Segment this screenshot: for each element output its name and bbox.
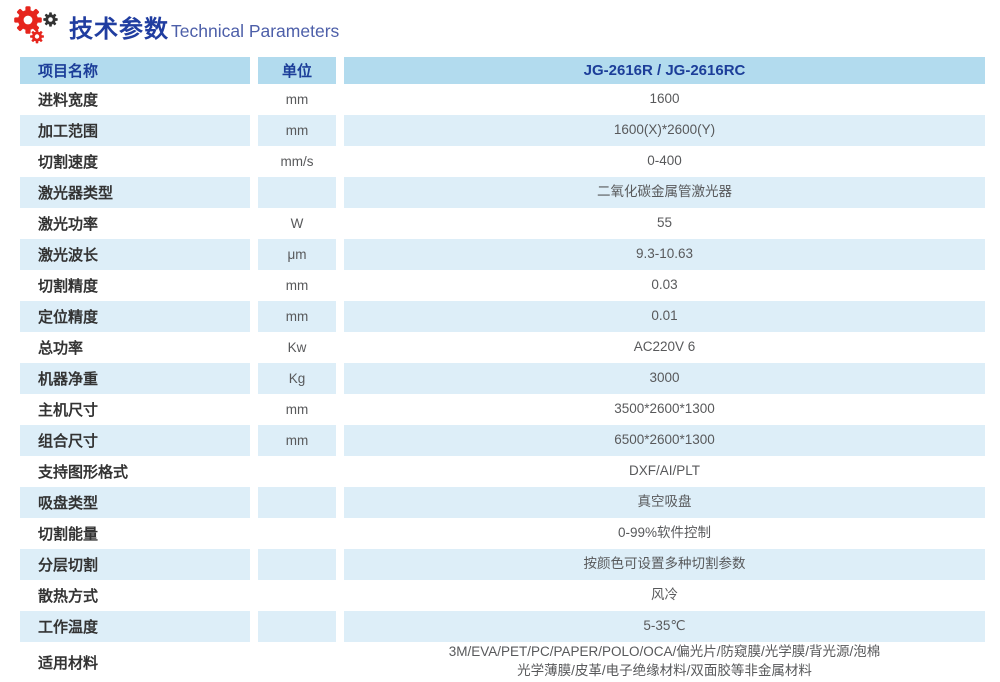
param-unit: Kg	[258, 363, 336, 394]
table-row: 散热方式 风冷	[20, 580, 985, 611]
table-row: 机器净重 Kg 3000	[20, 363, 985, 394]
page-title-chinese: 技术参数	[69, 16, 169, 43]
page-title: 技术参数 Technical Parameters	[69, 9, 339, 44]
page-title-english: Technical Parameters	[171, 21, 340, 41]
param-name: 进料宽度	[38, 92, 99, 109]
param-value: 0.01	[344, 301, 985, 332]
table-row: 主机尺寸 mm 3500*2600*1300	[20, 394, 985, 425]
param-value: 3500*2600*1300	[614, 401, 715, 417]
section-header: 技术参数 Technical Parameters	[0, 3, 1000, 50]
param-name: 激光器类型	[20, 177, 250, 208]
param-unit	[258, 456, 336, 487]
param-name: 吸盘类型	[20, 487, 250, 518]
param-unit	[258, 177, 336, 208]
table-row: 定位精度 mm 0.01	[20, 301, 985, 332]
param-name: 组合尺寸	[20, 425, 250, 456]
param-value: 风冷	[651, 587, 678, 603]
table-row: 加工范围 mm 1600(X)*2600(Y)	[20, 115, 985, 146]
param-name: 加工范围	[20, 115, 250, 146]
column-header-model: JG-2616R / JG-2616RC	[344, 57, 985, 84]
table-row: 激光器类型 二氧化碳金属管激光器	[20, 177, 985, 208]
param-value: 0-99%软件控制	[617, 525, 712, 541]
param-unit: μm	[258, 239, 336, 270]
param-value: 3M/EVA/PET/PC/PAPER/POLO/OCA/偏光片/防窥膜/光学膜…	[448, 644, 881, 678]
table-row: 组合尺寸 mm 6500*2600*1300	[20, 425, 985, 456]
param-unit	[258, 549, 336, 580]
param-unit	[258, 518, 336, 549]
param-value: AC220V 6	[633, 339, 696, 355]
column-header-item-name: 项目名称	[20, 57, 250, 84]
table-row: 总功率 Kw AC220V 6	[20, 332, 985, 363]
param-unit: mm	[285, 278, 309, 293]
param-name: 主机尺寸	[38, 402, 99, 419]
param-value: 按颜色可设置多种切割参数	[344, 549, 985, 580]
table-row: 适用材料 3M/EVA/PET/PC/PAPER/POLO/OCA/偏光片/防窥…	[20, 642, 985, 682]
param-value: 0-400	[647, 153, 682, 169]
column-header-unit: 单位	[258, 57, 336, 84]
param-name: 激光波长	[20, 239, 250, 270]
param-unit	[258, 642, 336, 682]
param-name: 激光功率	[38, 216, 99, 233]
param-name: 切割精度	[38, 278, 99, 295]
param-name: 散热方式	[38, 588, 99, 605]
param-value: 1600	[649, 91, 680, 107]
table-body: 进料宽度 mm 1600 加工范围 mm 1600(X)*2600(Y) 切割速…	[20, 84, 985, 682]
table-row: 工作温度 5-35℃	[20, 611, 985, 642]
param-name: 切割速度	[38, 154, 99, 171]
param-unit: W	[290, 216, 304, 231]
param-value: 9.3-10.63	[344, 239, 985, 270]
param-unit	[258, 611, 336, 642]
table-row: 切割能量 0-99%软件控制	[20, 518, 985, 549]
table-header-row: 项目名称 单位 JG-2616R / JG-2616RC	[20, 57, 985, 84]
table-row: 进料宽度 mm 1600	[20, 84, 985, 115]
param-value: DXF/AI/PLT	[628, 463, 700, 479]
param-value: 真空吸盘	[344, 487, 985, 518]
param-value: 3000	[344, 363, 985, 394]
table-row: 激光波长 μm 9.3-10.63	[20, 239, 985, 270]
param-unit: mm	[285, 402, 309, 417]
param-name: 支持图形格式	[38, 464, 129, 481]
param-name: 总功率	[38, 340, 84, 357]
table-row: 支持图形格式 DXF/AI/PLT	[20, 456, 985, 487]
table-row: 分层切割 按颜色可设置多种切割参数	[20, 549, 985, 580]
param-unit: mm	[285, 92, 309, 107]
param-value: 55	[656, 215, 673, 231]
param-name: 适用材料	[38, 654, 99, 672]
param-name: 机器净重	[20, 363, 250, 394]
param-unit: mm	[258, 301, 336, 332]
param-unit: mm	[258, 425, 336, 456]
param-unit	[258, 580, 336, 611]
param-name: 工作温度	[20, 611, 250, 642]
table-row: 吸盘类型 真空吸盘	[20, 487, 985, 518]
table-row: 激光功率 W 55	[20, 208, 985, 239]
gears-icon	[11, 4, 69, 50]
param-name: 定位精度	[20, 301, 250, 332]
param-unit: mm/s	[280, 154, 314, 169]
param-unit: Kw	[287, 340, 307, 355]
param-value: 0.03	[651, 277, 678, 293]
param-value: 5-35℃	[344, 611, 985, 642]
table-row: 切割精度 mm 0.03	[20, 270, 985, 301]
param-unit	[258, 487, 336, 518]
table-row: 切割速度 mm/s 0-400	[20, 146, 985, 177]
param-value: 二氧化碳金属管激光器	[344, 177, 985, 208]
param-name: 切割能量	[38, 526, 99, 543]
param-unit: mm	[258, 115, 336, 146]
param-value: 6500*2600*1300	[344, 425, 985, 456]
param-name: 分层切割	[20, 549, 250, 580]
parameters-table: 项目名称 单位 JG-2616R / JG-2616RC 进料宽度 mm 160…	[20, 57, 985, 682]
param-value: 1600(X)*2600(Y)	[344, 115, 985, 146]
